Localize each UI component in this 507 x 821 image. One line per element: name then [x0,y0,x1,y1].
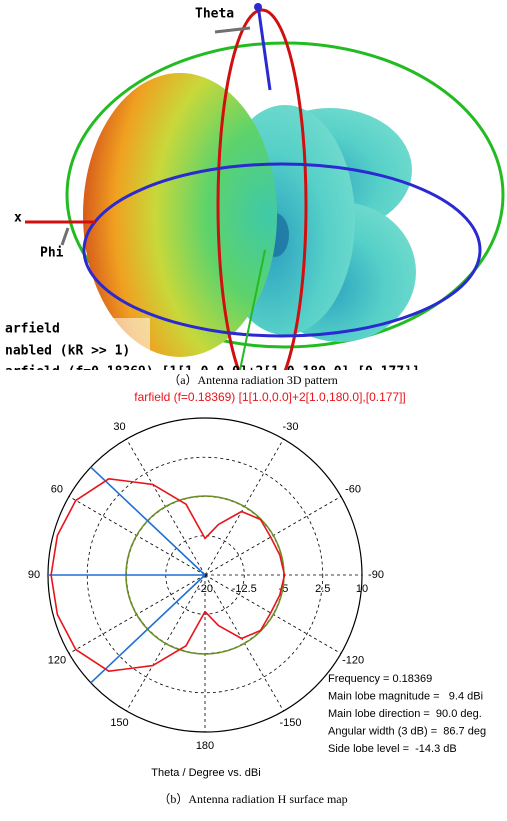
info-line: Main lobe direction = 90.0 deg. [328,708,482,720]
render-3d: Theta x Phi arfield nabled (kR >> 1) arf… [0,3,503,400]
angle-tick-label: -30 [283,421,299,433]
angle-tick-label: 150 [110,717,128,729]
angle-tick-label: 120 [48,654,66,666]
caption: （a）Antenna radiation 3D pattern [168,373,338,387]
angle-tick-label: 30 [113,421,125,433]
phi-arrow [62,228,68,245]
caption: （b）Antenna radiation H surface map [158,792,347,806]
figure: Theta x Phi arfield nabled (kR >> 1) arf… [0,0,507,821]
angle-tick-label: 90 [28,569,40,581]
angle-tick-label: -60 [345,483,361,495]
angle-tick-label: 60 [51,483,63,495]
x-label: x [14,211,22,226]
axis-label: Theta / Degree vs. dBi [151,767,260,779]
page: {"panel_a": {"axis_theta": "Theta", "axi… [0,0,507,821]
lobe-main [83,73,277,357]
theta-arrow [215,28,250,32]
theta-axis [258,5,270,90]
info-line: Angular width (3 dB) = 86.7 deg [328,725,486,737]
angle-tick-label: -120 [342,654,364,666]
info-line: Side lobe level = -14.3 dB [328,743,457,755]
r-tick-label: -12.5 [232,583,257,595]
angle-tick-label: 180 [196,740,214,752]
chart-title: farfield (f=0.18369) [1[1.0,0.0]+2[1.0,1… [134,390,406,404]
angle-tick-label: -150 [279,717,301,729]
info-line: Frequency = 0.18369 [328,673,432,685]
phi-label: Phi [40,246,64,261]
overlay-line: nabled (kR >> 1) [5,344,130,359]
r-tick-label: 2.5 [315,583,330,595]
theta-label: Theta [195,7,234,22]
info-line: Main lobe magnitude = 9.4 dBi [328,690,483,702]
r-tick-label: 10 [356,583,368,595]
axis-dot [254,3,262,11]
overlay-line: arfield [5,322,60,337]
angle-tick-label: -90 [368,569,384,581]
